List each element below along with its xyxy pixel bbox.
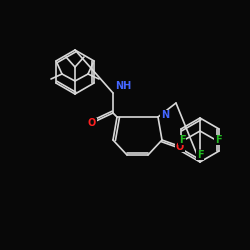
- Text: N: N: [161, 110, 169, 120]
- Text: O: O: [176, 142, 184, 152]
- Text: F: F: [215, 135, 221, 145]
- Text: NH: NH: [115, 81, 131, 91]
- Text: F: F: [197, 150, 203, 160]
- Text: F: F: [179, 135, 185, 145]
- Text: O: O: [88, 118, 96, 128]
